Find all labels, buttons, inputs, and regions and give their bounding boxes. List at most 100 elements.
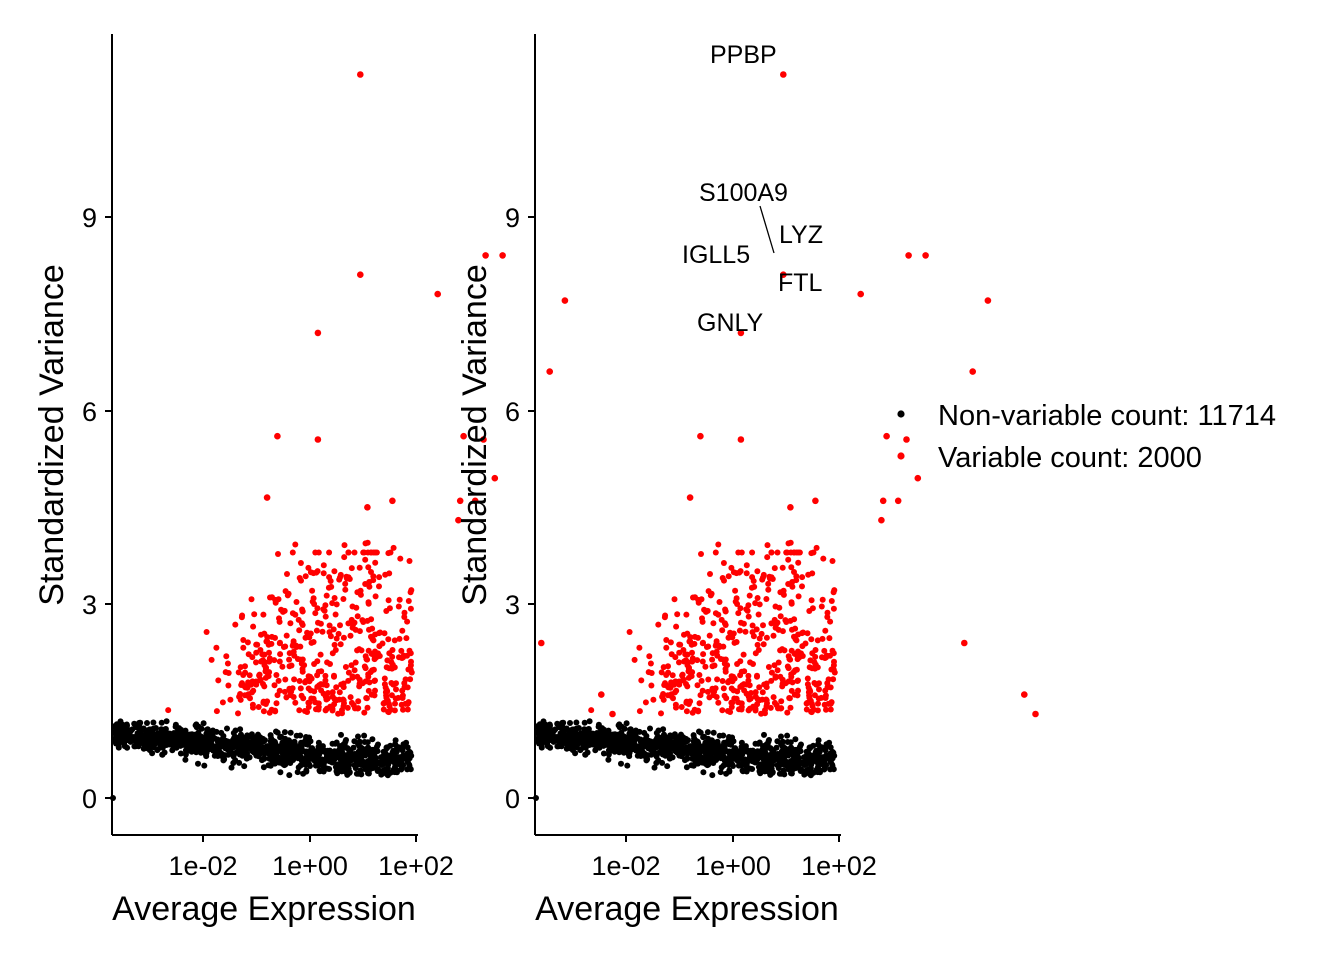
right-scatter-point [824, 609, 831, 616]
left-scatter-point [355, 698, 362, 705]
right-scatter-point [816, 680, 822, 687]
right-scatter-point [547, 744, 554, 751]
right-scatter-point [760, 622, 766, 629]
right-scatter-point [617, 730, 624, 737]
left-scatter-point [190, 744, 197, 751]
left-scatter-point [276, 746, 283, 753]
right-scatter-point [601, 741, 608, 748]
right-scatter-point [777, 647, 784, 654]
left-scatter-point [399, 692, 406, 699]
right-scatter-point [719, 627, 726, 634]
left-scatter-point [306, 761, 313, 768]
left-scatter-point [302, 573, 309, 580]
right-scatter-point [710, 620, 717, 627]
right-scatter-point [691, 706, 698, 713]
right-scatter-point [746, 753, 753, 760]
left-highlight-point [455, 516, 462, 524]
left-scatter-point [361, 732, 368, 739]
right-scatter-point [822, 744, 829, 751]
right-scatter-point [799, 653, 806, 659]
left-scatter-point [294, 769, 301, 776]
right-scatter-point [754, 748, 761, 755]
left-scatter-point [277, 639, 283, 646]
right-scatter-point [802, 756, 809, 762]
right-scatter-point [677, 734, 684, 741]
right-scatter-point [765, 580, 772, 587]
right-scatter-point [705, 735, 712, 742]
left-scatter-point [365, 600, 372, 607]
left-scatter-point [331, 568, 338, 575]
right-scatter-point [706, 632, 713, 639]
left-scatter-point [269, 594, 275, 601]
right-scatter-point [768, 669, 775, 676]
right-highlight-point [879, 497, 887, 505]
left-scatter-point [259, 651, 266, 658]
left-scatter-point [267, 732, 274, 739]
right-scatter-point [663, 637, 670, 643]
right-scatter-point [800, 629, 807, 636]
left-scatter-point [298, 660, 305, 667]
left-scatter-point [355, 753, 361, 760]
left-scatter-point [312, 699, 319, 706]
right-scatter-point [771, 751, 778, 758]
left-scatter-point [355, 733, 361, 740]
right-highlight-point [878, 516, 885, 524]
left-scatter-point [232, 727, 239, 734]
left-scatter-point [299, 758, 306, 765]
right-scatter-point [714, 676, 721, 683]
left-scatter-point [364, 656, 371, 663]
right-scatter-point [648, 670, 655, 676]
left-scatter-point [339, 710, 345, 717]
right-scatter-point [725, 678, 732, 684]
left-scatter-point [284, 743, 291, 750]
right-scatter-point [784, 709, 791, 716]
right-scatter-point [669, 741, 676, 748]
left-scatter-point [238, 682, 245, 688]
right-scatter-point [706, 694, 713, 701]
left-scatter-point [358, 647, 365, 654]
right-scatter-point [566, 736, 573, 743]
right-x-axis-title: Average Expression [535, 890, 839, 928]
left-scatter-point [320, 606, 327, 613]
right-scatter-point [808, 550, 815, 557]
left-scatter-point [372, 687, 378, 694]
left-scatter-point [231, 751, 238, 757]
gene-label-s100a9: S100A9 [699, 179, 788, 207]
right-scatter-point [728, 564, 735, 571]
left-scatter-point [298, 741, 305, 748]
right-scatter-point [593, 743, 600, 750]
left-scatter-point [286, 656, 293, 663]
left-highlight-point [274, 432, 281, 440]
right-scatter-point [773, 702, 780, 709]
right-scatter-point [681, 631, 687, 638]
right-scatter-point [752, 689, 759, 696]
left-scatter-point [235, 669, 242, 676]
right-scatter-point [787, 763, 794, 770]
left-scatter-point [314, 605, 321, 612]
left-scatter-point [303, 768, 310, 775]
right-scatter-point [764, 554, 771, 561]
left-highlight-point [471, 497, 479, 505]
left-scatter-point [408, 669, 415, 676]
right-scatter-point [722, 668, 729, 675]
left-scatter-point [358, 771, 365, 778]
right-scatter-point [750, 661, 756, 667]
left-scatter-point [381, 675, 388, 682]
right-scatter-point [712, 685, 719, 692]
right-scatter-point [770, 632, 777, 639]
right-scatter-point [742, 628, 749, 635]
right-scatter-point [793, 577, 800, 584]
left-scatter-point [366, 626, 372, 633]
left-scatter-point [361, 549, 368, 556]
left-scatter-point [162, 726, 169, 733]
left-scatter-point [354, 589, 361, 596]
right-scatter-point [763, 680, 770, 687]
right-scatter-point [625, 735, 632, 742]
left-scatter-point [206, 739, 213, 746]
left-scatter-point [331, 641, 338, 648]
left-scatter-point [315, 668, 322, 675]
right-scatter-point [624, 762, 631, 769]
left-scatter-point [253, 659, 259, 666]
left-scatter-point [289, 685, 296, 692]
right-scatter-point [725, 573, 732, 580]
